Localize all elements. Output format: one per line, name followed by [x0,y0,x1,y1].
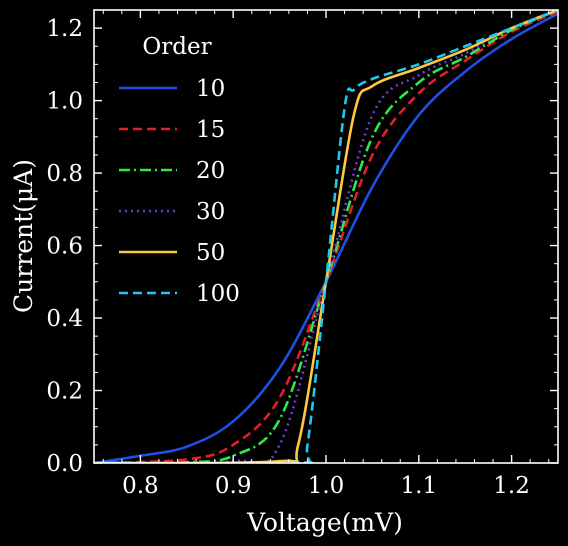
x-tick-label: 0.9 [215,473,252,499]
y-tick-label: 0.4 [46,306,83,332]
y-tick-label: 0.6 [46,234,83,260]
y-tick-label: 0.8 [46,161,83,187]
legend-label-100: 100 [196,281,240,307]
series-line-15 [94,10,558,463]
y-tick-label: 0.2 [46,379,83,405]
y-tick-label: 1.2 [46,16,83,42]
legend-label-15: 15 [196,117,225,143]
legend-label-10: 10 [196,76,225,102]
x-tick-label: 1.0 [308,473,345,499]
x-axis-label: Voltage(mV) [246,508,403,537]
legend-title: Order [142,34,211,60]
legend-label-20: 20 [196,158,225,184]
axes: 0.8 0.9 1.0 1.1 1.2 0.0 0.2 0.4 0.6 0.8 1.0 1.2 [46,9,559,499]
y-tick-label: 0.0 [46,451,83,477]
series-line-30 [94,10,558,463]
legend-label-50: 50 [196,240,225,266]
x-tick-label: 1.1 [401,473,438,499]
x-tick-label: 0.8 [122,473,159,499]
y-axis-label: Current(μA) [9,159,38,313]
y-tick-label: 1.0 [46,89,83,115]
legend-label-30: 30 [196,199,225,225]
legend: Order 10 15 20 30 50 100 [119,34,240,307]
x-tick-label: 1.2 [493,473,530,499]
